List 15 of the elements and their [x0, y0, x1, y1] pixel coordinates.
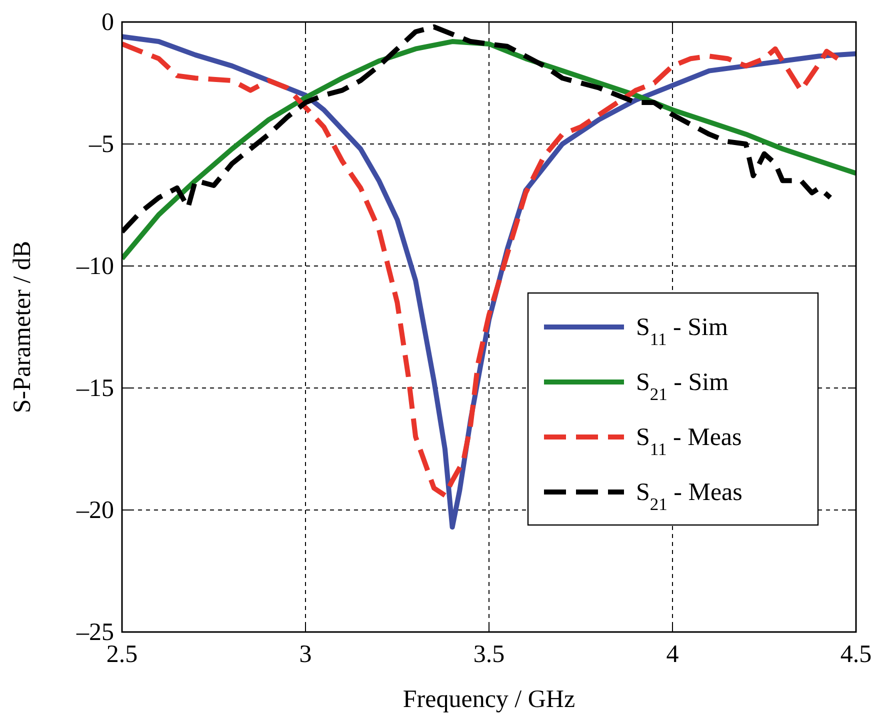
x-tick-label: 3.5 [473, 641, 505, 668]
legend-label: S$_{11}$ - Sim [636, 314, 728, 349]
x-axis-title: Frequency / GHz [402, 686, 576, 713]
y-tick-label: 0 [102, 9, 114, 36]
y-tick-label: –20 [76, 497, 114, 524]
x-tick-label: 3 [299, 641, 312, 668]
x-tick-label: 4 [666, 641, 680, 668]
legend-label: S$_{21}$ - Meas [636, 479, 742, 514]
legend-label: S$_{21}$ - Sim [636, 369, 730, 404]
y-tick-label: –10 [76, 253, 114, 280]
y-axis-title: S-Parameter / dB [9, 240, 36, 414]
y-tick-label: –5 [88, 131, 114, 158]
legend-label: S$_{11}$ - Meas [636, 424, 742, 459]
x-tick-label: 4.5 [840, 641, 872, 668]
y-tick-label: –15 [76, 375, 114, 402]
